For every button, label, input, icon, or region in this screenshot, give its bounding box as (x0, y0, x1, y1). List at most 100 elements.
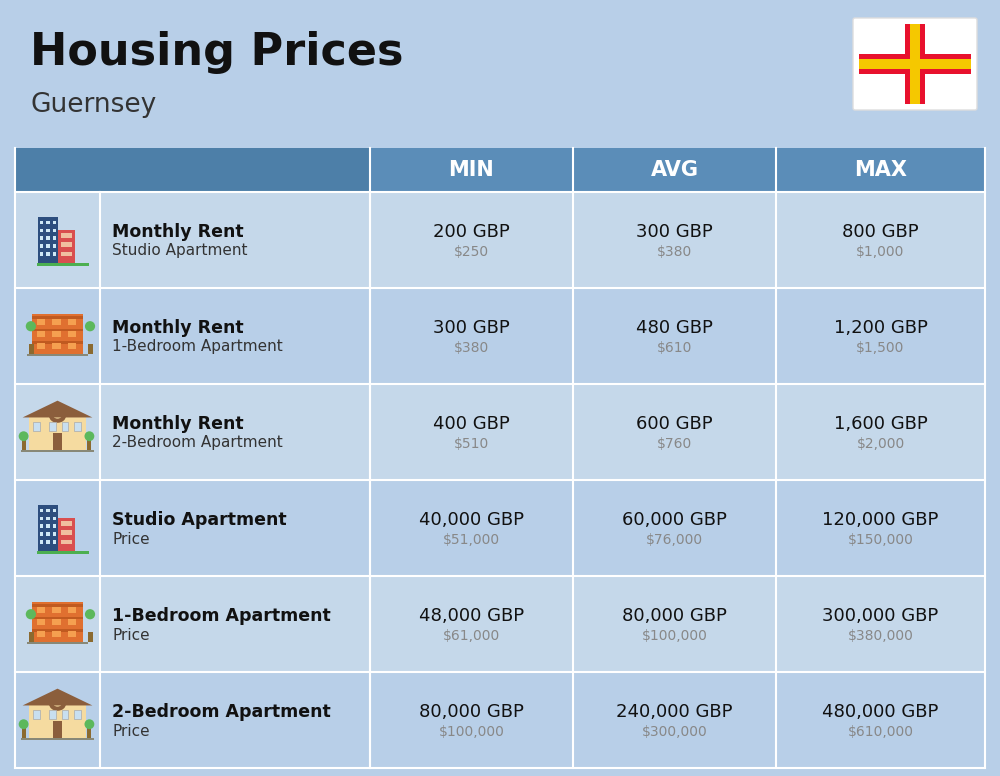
Text: 60,000 GBP: 60,000 GBP (622, 511, 727, 529)
Text: $76,000: $76,000 (646, 533, 703, 547)
Bar (33, 422, 40, 431)
Text: 300 GBP: 300 GBP (433, 319, 510, 337)
Bar (32, 317, 83, 319)
Bar (22, 440, 26, 450)
Bar (61, 234, 72, 237)
Bar (37, 331, 45, 338)
Bar (53, 525, 56, 528)
Text: Guernsey: Guernsey (30, 92, 156, 118)
Polygon shape (23, 400, 92, 417)
Bar (32, 617, 83, 619)
Bar (53, 721, 62, 738)
Bar (46, 532, 50, 535)
Bar (52, 331, 61, 338)
Bar (37, 607, 45, 614)
Bar (38, 217, 58, 263)
Text: 400 GBP: 400 GBP (433, 415, 510, 433)
Text: MIN: MIN (449, 160, 494, 180)
Bar (53, 244, 56, 248)
Bar (15, 576, 985, 672)
Bar (49, 422, 56, 431)
Text: $1,000: $1,000 (856, 245, 905, 259)
Bar (40, 540, 43, 544)
Bar (52, 319, 61, 325)
Text: 120,000 GBP: 120,000 GBP (822, 511, 939, 529)
Bar (53, 517, 56, 520)
Bar (32, 602, 83, 642)
Bar (40, 244, 43, 248)
Bar (46, 244, 50, 248)
Text: Monthly Rent: Monthly Rent (112, 415, 244, 433)
Bar (68, 631, 76, 637)
Bar (40, 237, 43, 240)
Text: $380: $380 (657, 245, 692, 259)
Bar (88, 344, 93, 354)
Bar (15, 148, 985, 192)
Bar (15, 480, 985, 576)
FancyBboxPatch shape (853, 18, 977, 110)
Text: Housing Prices: Housing Prices (30, 30, 404, 74)
Circle shape (85, 321, 95, 331)
Text: 2-Bedroom Apartment: 2-Bedroom Apartment (112, 435, 283, 451)
Text: $760: $760 (657, 437, 692, 451)
Text: 480,000 GBP: 480,000 GBP (822, 703, 939, 721)
Bar (58, 518, 75, 551)
Circle shape (84, 431, 94, 441)
Bar (87, 728, 91, 738)
Circle shape (26, 321, 36, 331)
Text: $100,000: $100,000 (439, 725, 504, 739)
Bar (53, 509, 56, 512)
Bar (29, 417, 86, 450)
Bar (53, 540, 56, 544)
Bar (52, 607, 61, 614)
Bar (32, 341, 83, 344)
Bar (905, 24, 925, 104)
Bar (37, 343, 45, 349)
Bar (37, 619, 45, 625)
Text: Monthly Rent: Monthly Rent (112, 319, 244, 337)
Text: 600 GBP: 600 GBP (636, 415, 713, 433)
Bar (29, 344, 34, 354)
Bar (40, 220, 43, 224)
Text: 40,000 GBP: 40,000 GBP (419, 511, 524, 529)
Bar (52, 619, 61, 625)
Bar (58, 230, 75, 263)
Bar (37, 631, 45, 637)
Bar (46, 525, 50, 528)
Bar (53, 252, 56, 255)
Bar (53, 433, 62, 450)
Bar (46, 252, 50, 255)
Bar (61, 251, 72, 256)
Bar (32, 329, 83, 331)
Circle shape (84, 719, 94, 729)
Text: $1,500: $1,500 (856, 341, 905, 355)
Text: Studio Apartment: Studio Apartment (112, 244, 248, 258)
Text: $610: $610 (657, 341, 692, 355)
Bar (37, 263, 89, 266)
Bar (46, 540, 50, 544)
Bar (61, 521, 72, 526)
Text: AVG: AVG (650, 160, 698, 180)
Bar (37, 319, 45, 325)
Bar (61, 540, 72, 544)
Bar (46, 228, 50, 232)
Bar (68, 319, 76, 325)
Text: Price: Price (112, 723, 150, 739)
Text: 1,600 GBP: 1,600 GBP (834, 415, 927, 433)
Bar (21, 738, 94, 740)
Text: 1-Bedroom Apartment: 1-Bedroom Apartment (112, 340, 283, 355)
Text: 300 GBP: 300 GBP (636, 223, 713, 241)
Text: $51,000: $51,000 (443, 533, 500, 547)
Bar (32, 605, 83, 607)
Text: 240,000 GBP: 240,000 GBP (616, 703, 733, 721)
Bar (53, 237, 56, 240)
Bar (33, 710, 40, 719)
Bar (15, 288, 985, 384)
Text: Price: Price (112, 628, 150, 643)
Bar (910, 24, 920, 104)
Bar (32, 314, 83, 354)
Bar (61, 531, 72, 535)
Circle shape (26, 609, 36, 619)
Text: 80,000 GBP: 80,000 GBP (419, 703, 524, 721)
Circle shape (19, 431, 29, 441)
